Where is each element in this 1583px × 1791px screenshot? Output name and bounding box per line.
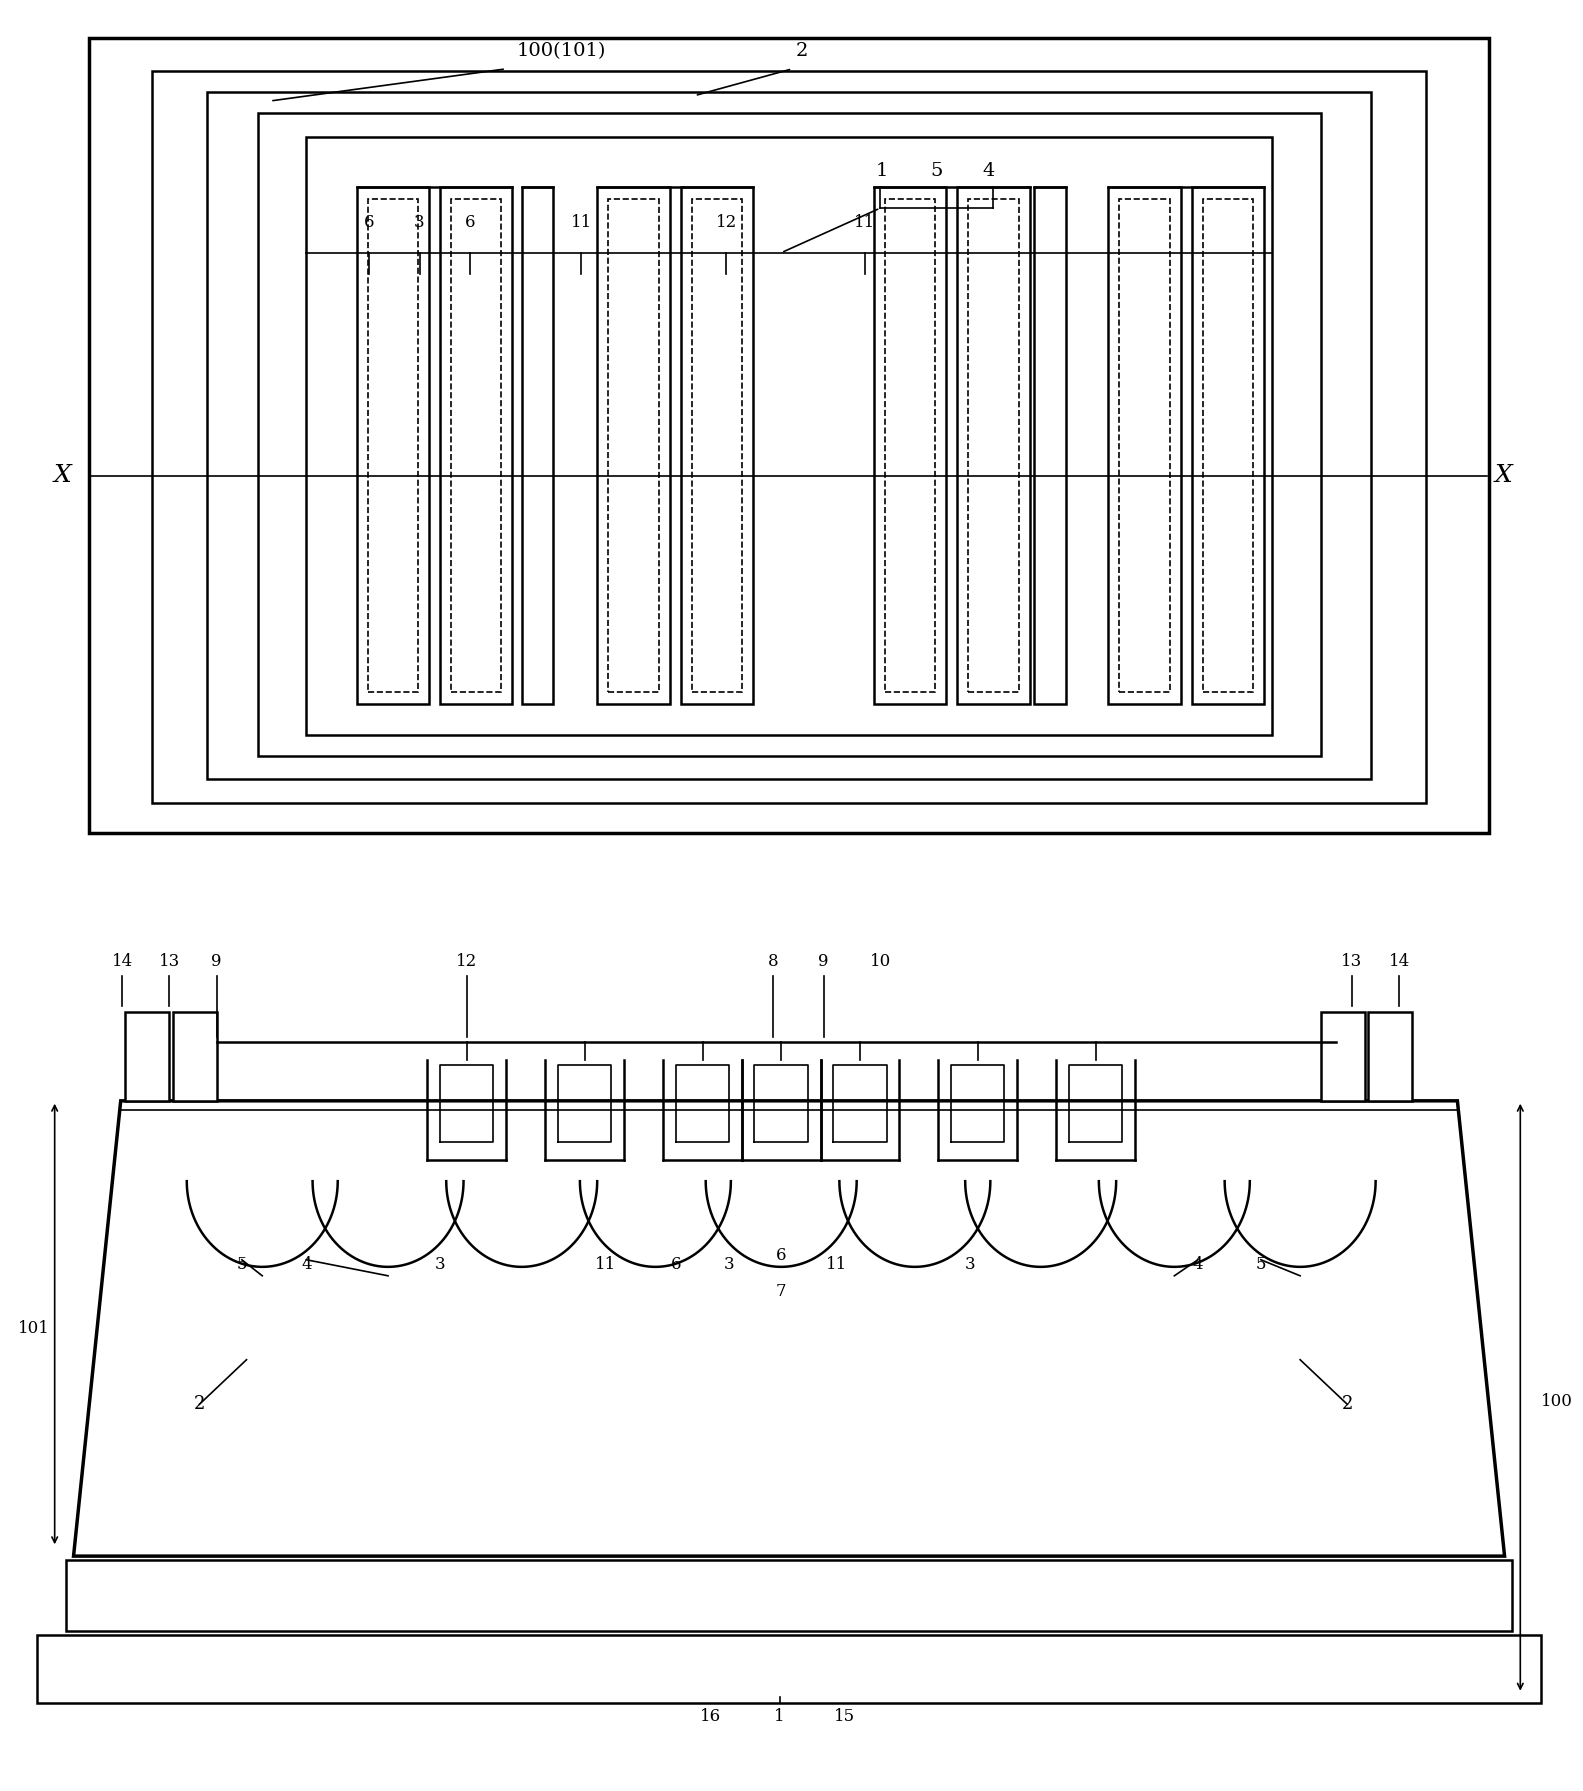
Bar: [958, 186, 1029, 704]
Text: 9: 9: [818, 953, 829, 971]
Bar: [597, 186, 670, 704]
Text: 5: 5: [931, 161, 943, 179]
Text: 7: 7: [776, 1282, 787, 1300]
Text: 1: 1: [875, 161, 888, 179]
Bar: [969, 199, 1018, 691]
Text: 14: 14: [112, 953, 133, 971]
Text: 3: 3: [964, 1255, 975, 1273]
Text: 5: 5: [236, 1255, 247, 1273]
Text: 3: 3: [723, 1255, 735, 1273]
Text: 4: 4: [301, 1255, 312, 1273]
Bar: [356, 186, 429, 704]
Text: 3: 3: [415, 215, 424, 231]
Text: 13: 13: [1341, 953, 1363, 971]
Text: 9: 9: [212, 953, 222, 971]
Text: 11: 11: [571, 215, 592, 231]
Bar: [1320, 1012, 1365, 1101]
Bar: [38, 1635, 1540, 1703]
Text: 5: 5: [1255, 1255, 1266, 1273]
Bar: [608, 199, 659, 691]
Bar: [1108, 186, 1181, 704]
Bar: [1034, 186, 1065, 704]
Text: 2: 2: [1342, 1395, 1353, 1413]
Bar: [440, 186, 513, 704]
Bar: [173, 1012, 217, 1101]
Bar: [874, 186, 947, 704]
Bar: [1368, 1012, 1412, 1101]
Text: 6: 6: [776, 1247, 787, 1264]
Text: 101: 101: [19, 1320, 51, 1336]
Text: 16: 16: [700, 1709, 720, 1725]
Bar: [681, 186, 754, 704]
Text: 100: 100: [1540, 1393, 1572, 1410]
Text: 1: 1: [774, 1709, 785, 1725]
Bar: [89, 38, 1490, 833]
Bar: [65, 1560, 1512, 1632]
Text: 10: 10: [869, 953, 891, 971]
Bar: [451, 199, 502, 691]
Bar: [125, 1012, 169, 1101]
Text: 6: 6: [464, 215, 475, 231]
Text: X: X: [54, 464, 71, 487]
Text: 13: 13: [158, 953, 180, 971]
Text: 2: 2: [795, 41, 807, 59]
Text: X: X: [1494, 464, 1512, 487]
Bar: [207, 91, 1371, 779]
Text: 11: 11: [826, 1255, 847, 1273]
Polygon shape: [73, 1101, 1504, 1556]
Bar: [152, 70, 1426, 802]
Bar: [367, 199, 418, 691]
Bar: [522, 186, 552, 704]
Text: 12: 12: [456, 953, 478, 971]
Text: 11: 11: [595, 1255, 616, 1273]
Text: 6: 6: [671, 1255, 681, 1273]
Text: 100(101): 100(101): [516, 41, 606, 59]
Bar: [306, 136, 1271, 734]
Text: 15: 15: [834, 1709, 855, 1725]
Text: 3: 3: [435, 1255, 445, 1273]
Text: 12: 12: [716, 215, 736, 231]
Text: 8: 8: [768, 953, 779, 971]
Bar: [1192, 186, 1263, 704]
Text: 4: 4: [983, 161, 996, 179]
Bar: [258, 113, 1320, 756]
Bar: [885, 199, 936, 691]
Text: 6: 6: [364, 215, 375, 231]
Text: 2: 2: [193, 1395, 206, 1413]
Text: 11: 11: [853, 215, 875, 231]
Text: 4: 4: [1192, 1255, 1203, 1273]
Bar: [1119, 199, 1170, 691]
Bar: [1203, 199, 1254, 691]
Bar: [692, 199, 742, 691]
Text: 14: 14: [1388, 953, 1410, 971]
